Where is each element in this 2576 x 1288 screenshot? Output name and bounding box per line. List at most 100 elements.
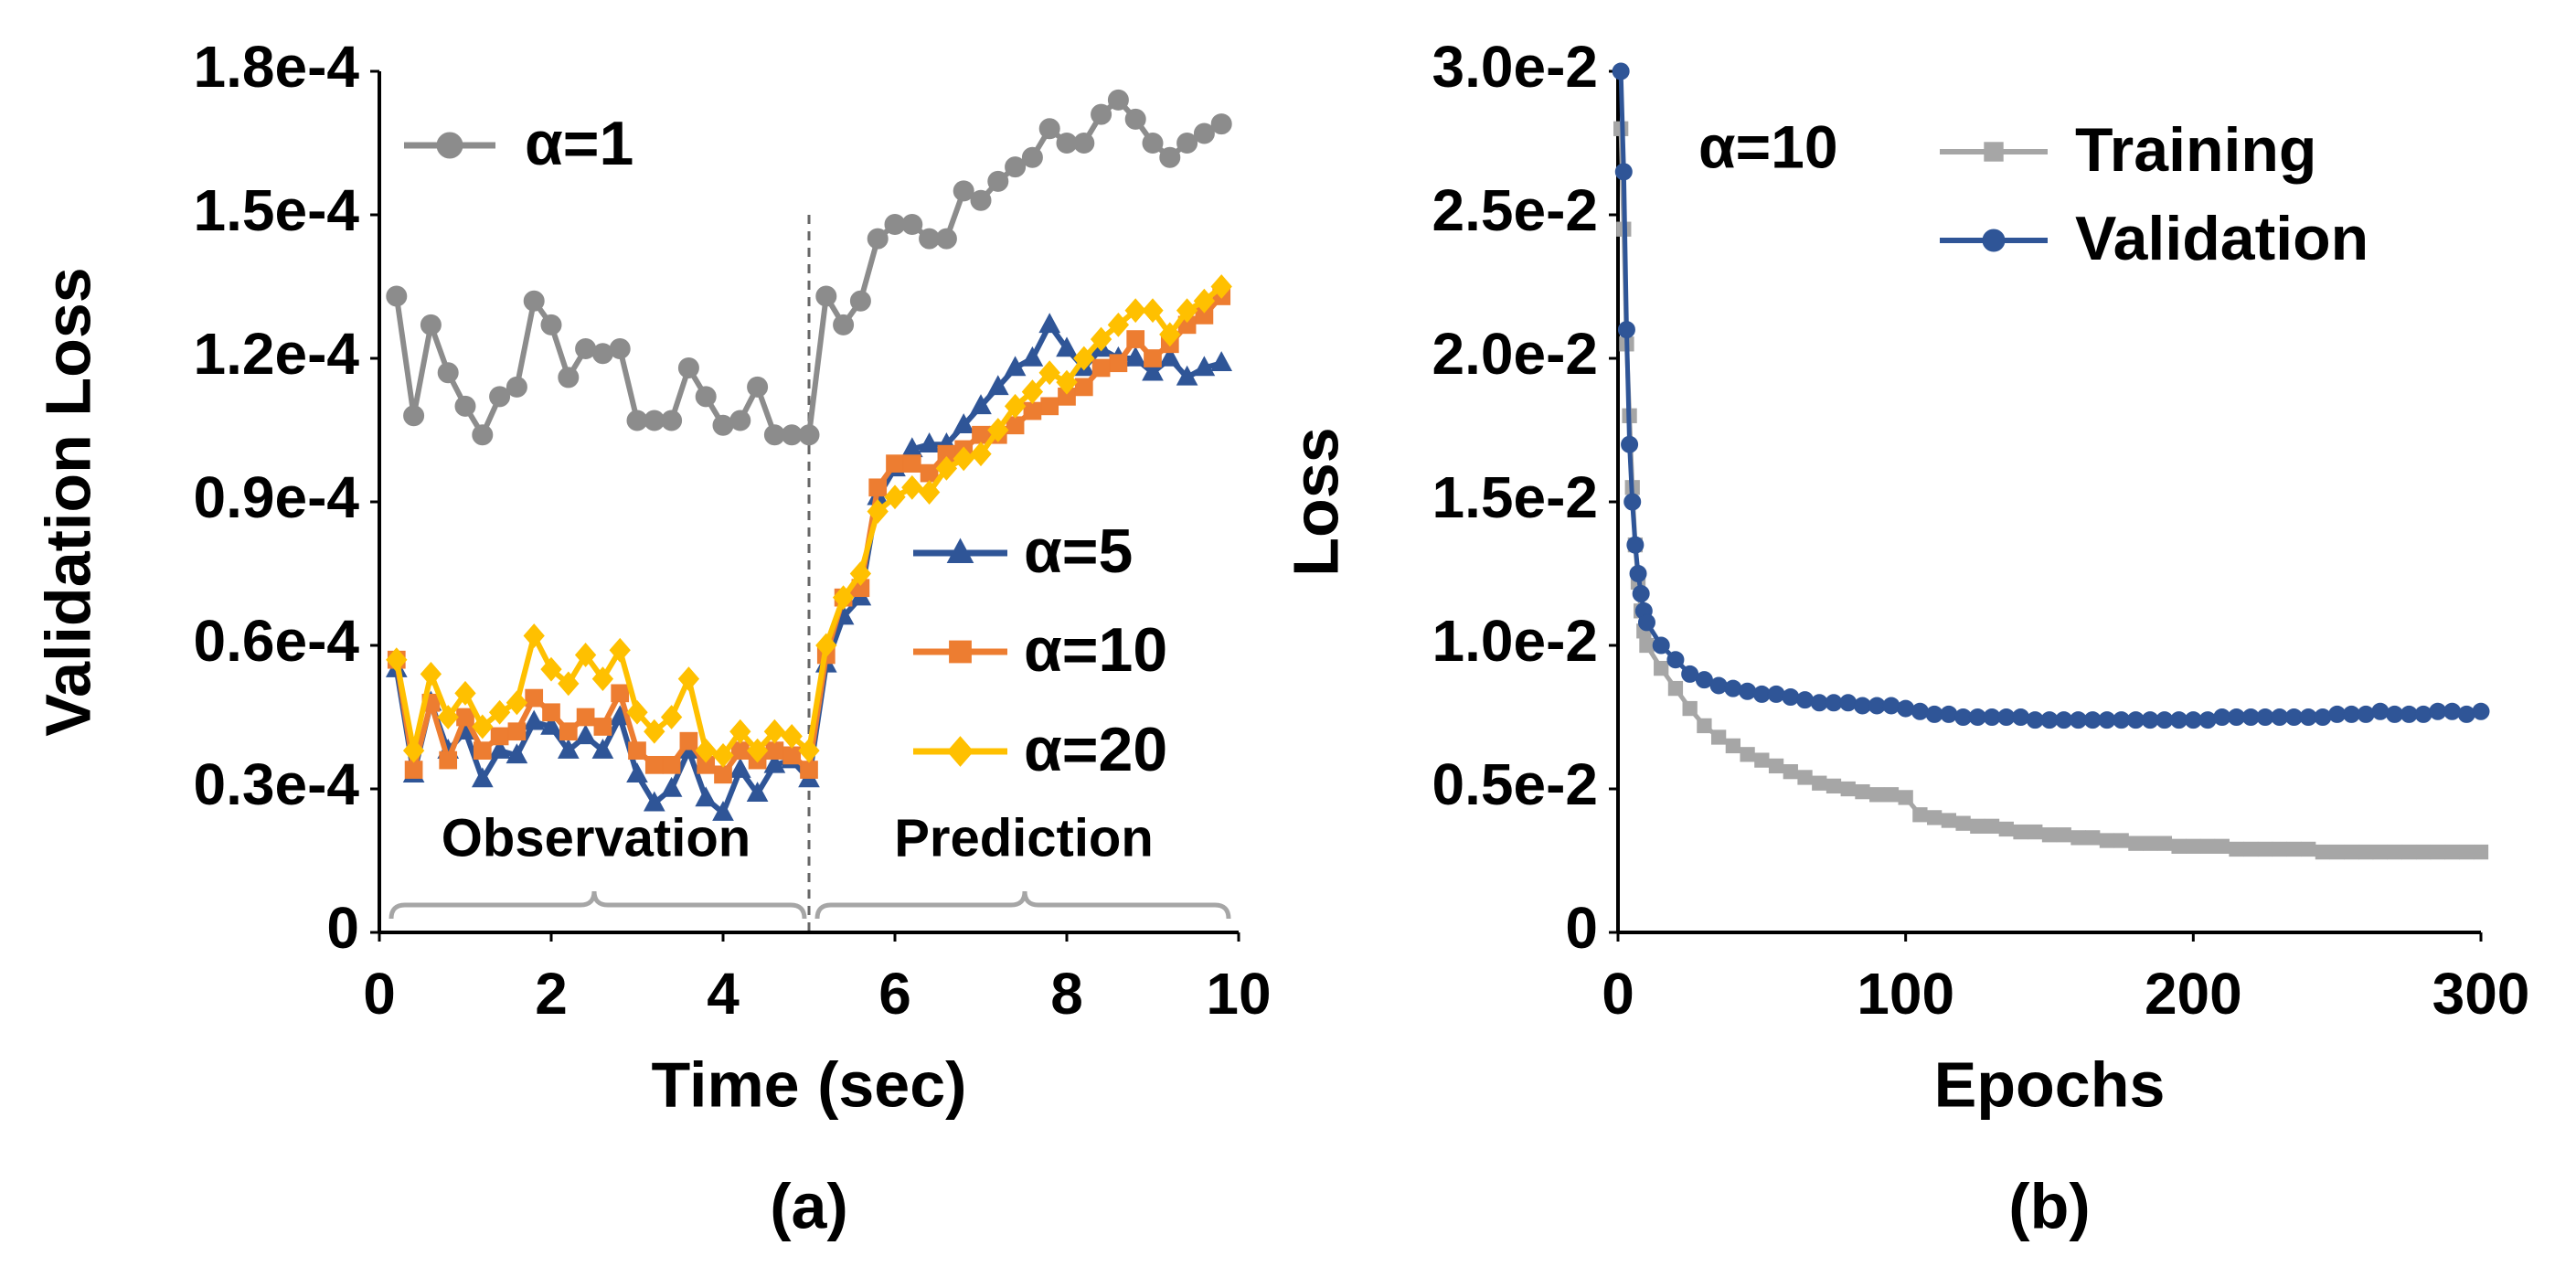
marker [1073,346,1095,371]
marker [886,454,904,473]
marker [746,782,769,802]
legend-label: α=20 [1024,715,1167,784]
marker [1970,818,1985,834]
marker [2357,705,2375,723]
marker [2272,841,2287,857]
caption: (b) [2008,1170,2090,1241]
marker [1126,330,1145,348]
marker [1124,108,1146,130]
x-axis-title: Epochs [1934,1048,2166,1120]
marker [2315,844,2331,860]
marker [2186,838,2201,854]
marker [1839,694,1857,712]
marker [1898,790,1913,805]
marker [901,213,923,235]
marker [1768,758,1784,774]
marker [1621,435,1639,453]
marker [1911,702,1929,720]
marker [1056,336,1078,357]
marker [1941,813,1957,828]
marker [1926,810,1943,825]
marker [1023,401,1042,420]
marker [1869,787,1885,803]
y-tick-label: 0.6e-4 [194,608,360,674]
marker [1124,298,1146,324]
marker [386,647,408,673]
marker [1984,818,2000,834]
x-tick-label: 8 [1050,961,1083,1027]
marker [987,418,1009,442]
x-tick-label: 0 [363,961,396,1027]
marker [867,499,889,524]
marker [1004,356,1027,377]
marker [437,362,459,384]
marker [2444,844,2460,860]
marker [2415,844,2432,860]
marker [2099,833,2115,848]
marker [420,314,442,335]
marker [953,446,974,472]
marker [970,189,992,211]
marker [403,405,425,427]
marker [1124,346,1147,367]
marker [714,765,732,784]
marker [1782,688,1800,707]
marker [1074,378,1093,397]
marker [1882,697,1900,715]
marker [867,228,889,250]
marker [763,752,786,773]
marker [1107,89,1129,111]
marker [386,285,408,307]
marker [763,719,786,744]
marker [2056,827,2071,843]
marker [1158,346,1181,367]
legend-label: α=1 [525,109,633,178]
marker [1652,636,1670,655]
marker [679,731,698,750]
marker [2414,705,2432,723]
marker [677,666,700,692]
marker [1940,705,1958,723]
y-tick-label: 2.0e-2 [1432,321,1598,387]
legend-marker [946,736,974,767]
marker [1767,685,1785,703]
marker [2401,844,2417,860]
marker [2457,705,2475,723]
marker [402,738,425,763]
marker [1998,821,2014,837]
marker [1912,807,1928,823]
marker [1783,764,1798,780]
marker [660,705,683,729]
marker [609,338,631,360]
marker [868,478,888,497]
legend-label: Validation [2075,204,2368,273]
y-axis-title: Loss [1280,427,1351,576]
prediction-brace [814,890,1231,920]
marker [540,314,562,335]
marker [695,738,717,763]
marker [1796,691,1815,709]
marker [695,786,718,807]
marker [1897,699,1915,718]
marker [712,801,734,821]
marker [593,718,612,736]
marker [626,762,648,783]
marker [849,561,872,586]
x-tick-label: 2 [535,961,568,1027]
marker [1142,298,1164,324]
marker [935,228,957,250]
marker [2459,844,2475,860]
marker [2472,702,2490,720]
caption: (a) [770,1170,848,1241]
marker [729,410,751,431]
marker [1091,103,1112,125]
marker [1176,133,1198,154]
marker [695,386,717,408]
marker [643,791,665,812]
marker [2430,844,2445,860]
marker [1626,536,1645,554]
marker [1038,313,1061,334]
x-tick-label: 100 [1857,961,1954,1027]
marker [1632,584,1650,602]
